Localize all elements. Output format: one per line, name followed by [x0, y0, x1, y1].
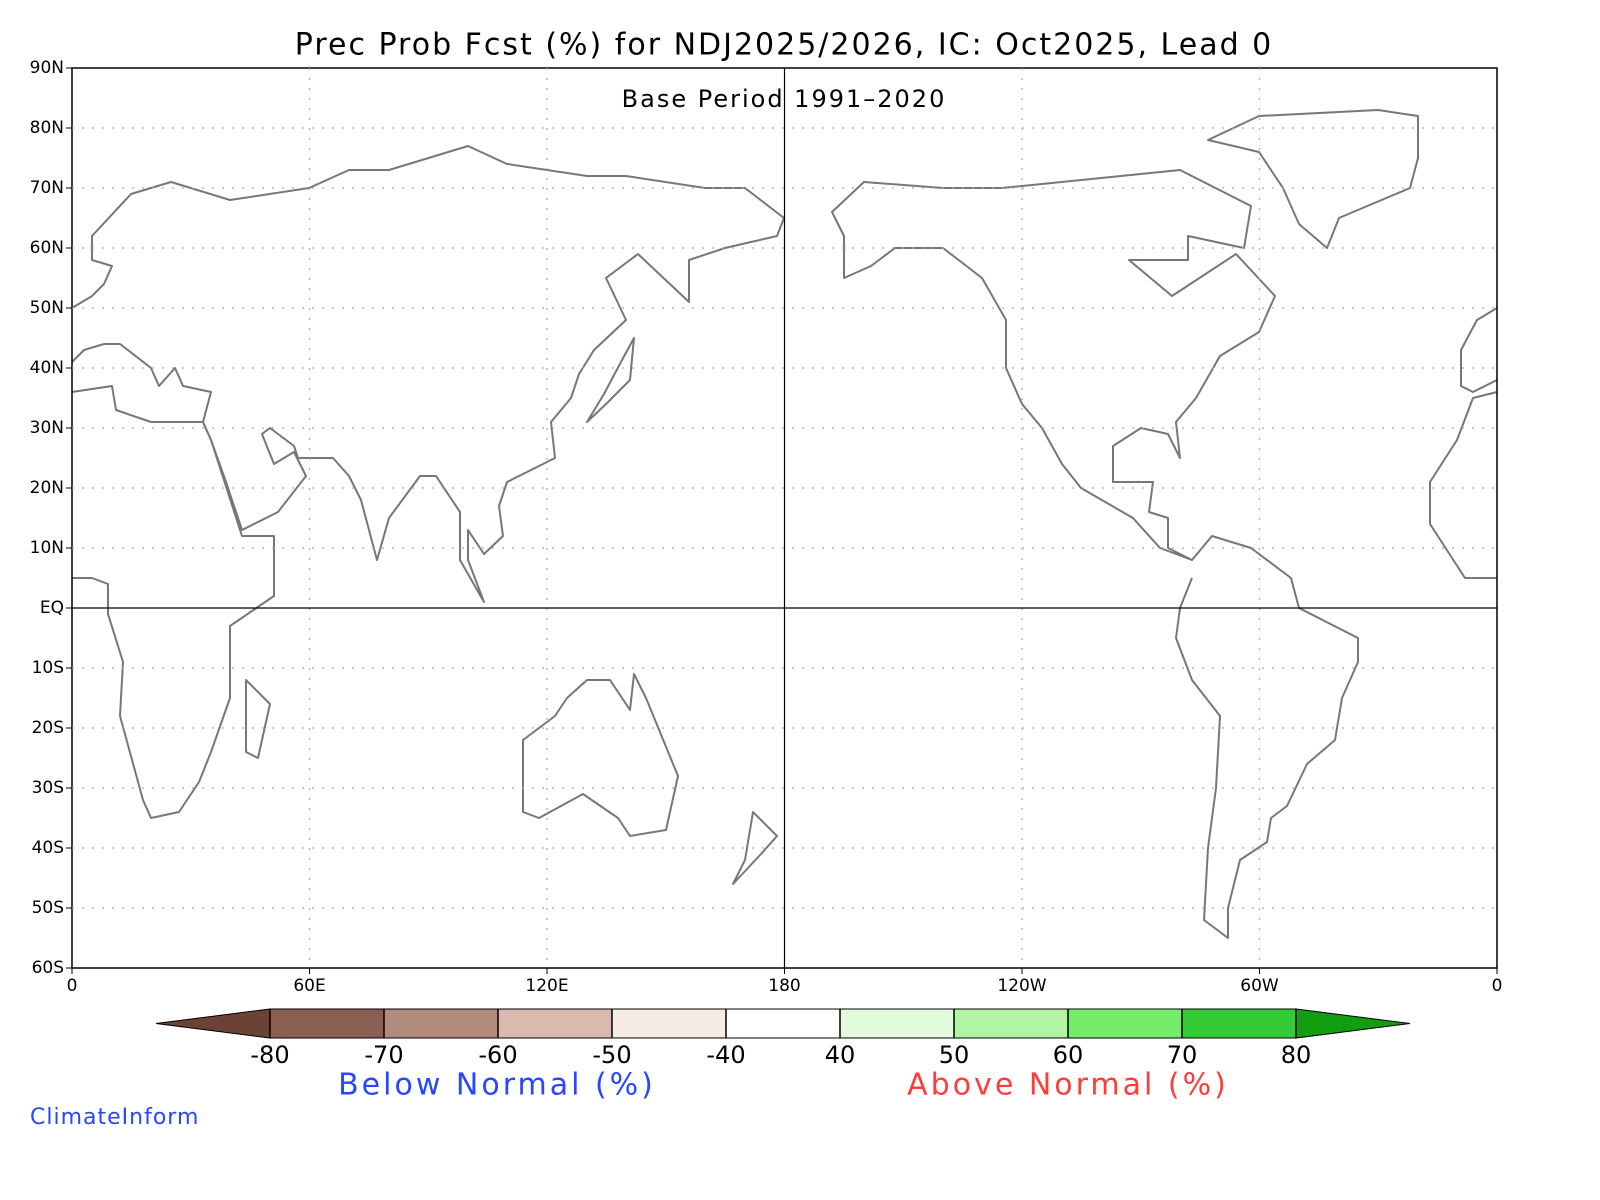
lat-tick-label: 30S	[32, 778, 64, 798]
greenland	[1207, 109, 1419, 249]
colorbar-label: 70	[1167, 1041, 1198, 1069]
credit: ClimateInform	[30, 1105, 199, 1130]
lat-tick-label: 60S	[32, 958, 64, 978]
colorbar-segment	[1181, 1008, 1297, 1039]
lat-tick-label: 60N	[30, 238, 64, 258]
lat-tick-label: 10S	[32, 658, 64, 678]
lon-tick-label: 120W	[997, 976, 1046, 996]
new-zealand	[732, 811, 778, 885]
north-america	[831, 169, 1276, 561]
lat-tick-label: 20N	[30, 478, 64, 498]
lon-tick-label: 60W	[1240, 976, 1279, 996]
africa	[71, 385, 275, 819]
colorbar-segment	[839, 1008, 955, 1039]
colorbar-segment	[497, 1008, 613, 1039]
colorbar-label: 60	[1053, 1041, 1084, 1069]
colorbar-label: -80	[250, 1041, 289, 1069]
below-normal-label: Below Normal (%)	[338, 1068, 656, 1103]
lon-tick-label: 0	[1492, 976, 1503, 996]
lat-tick-label: 50S	[32, 898, 64, 918]
lat-tick-label: 90N	[30, 58, 64, 78]
lat-tick-label: 40S	[32, 838, 64, 858]
colorbar-label: -60	[478, 1041, 517, 1069]
lat-tick-label: 30N	[30, 418, 64, 438]
lon-tick-label: 0	[67, 976, 78, 996]
lat-tick-label: 50N	[30, 298, 64, 318]
lon-tick-label: 120E	[525, 976, 568, 996]
lat-tick-label: 20S	[32, 718, 64, 738]
title: Prec Prob Fcst (%) for NDJ2025/2026, IC:…	[295, 28, 1274, 63]
lat-tick-label: EQ	[40, 598, 64, 618]
colorbar-label: -70	[364, 1041, 403, 1069]
colorbar-label: 40	[825, 1041, 856, 1069]
colorbar-label: 50	[939, 1041, 970, 1069]
coastlines	[71, 109, 1498, 939]
lon-tick-label: 60E	[293, 976, 325, 996]
madagascar	[245, 679, 271, 759]
above-normal-label: Above Normal (%)	[907, 1068, 1229, 1103]
lon-tick-label: 180	[768, 976, 800, 996]
colorbar-label: -40	[706, 1041, 745, 1069]
colorbar-segment	[269, 1008, 385, 1039]
iberia	[1460, 307, 1498, 393]
japan	[586, 337, 635, 423]
lat-tick-label: 70N	[30, 178, 64, 198]
lat-tick-label: 40N	[30, 358, 64, 378]
colorbar-segment	[1067, 1008, 1183, 1039]
eurasia	[71, 145, 785, 603]
south-america	[1175, 535, 1359, 939]
australia	[522, 673, 679, 837]
colorbar-label: 80	[1281, 1041, 1312, 1069]
lat-tick-label: 80N	[30, 118, 64, 138]
colorbar-segment	[953, 1008, 1069, 1039]
colorbar-segment	[725, 1008, 841, 1039]
colorbar-label: -50	[592, 1041, 631, 1069]
lat-tick-label: 10N	[30, 538, 64, 558]
colorbar-segment	[611, 1008, 727, 1039]
colorbar-segment	[383, 1008, 499, 1039]
west-africa	[1429, 391, 1498, 579]
subtitle: Base Period 1991–2020	[622, 85, 947, 113]
